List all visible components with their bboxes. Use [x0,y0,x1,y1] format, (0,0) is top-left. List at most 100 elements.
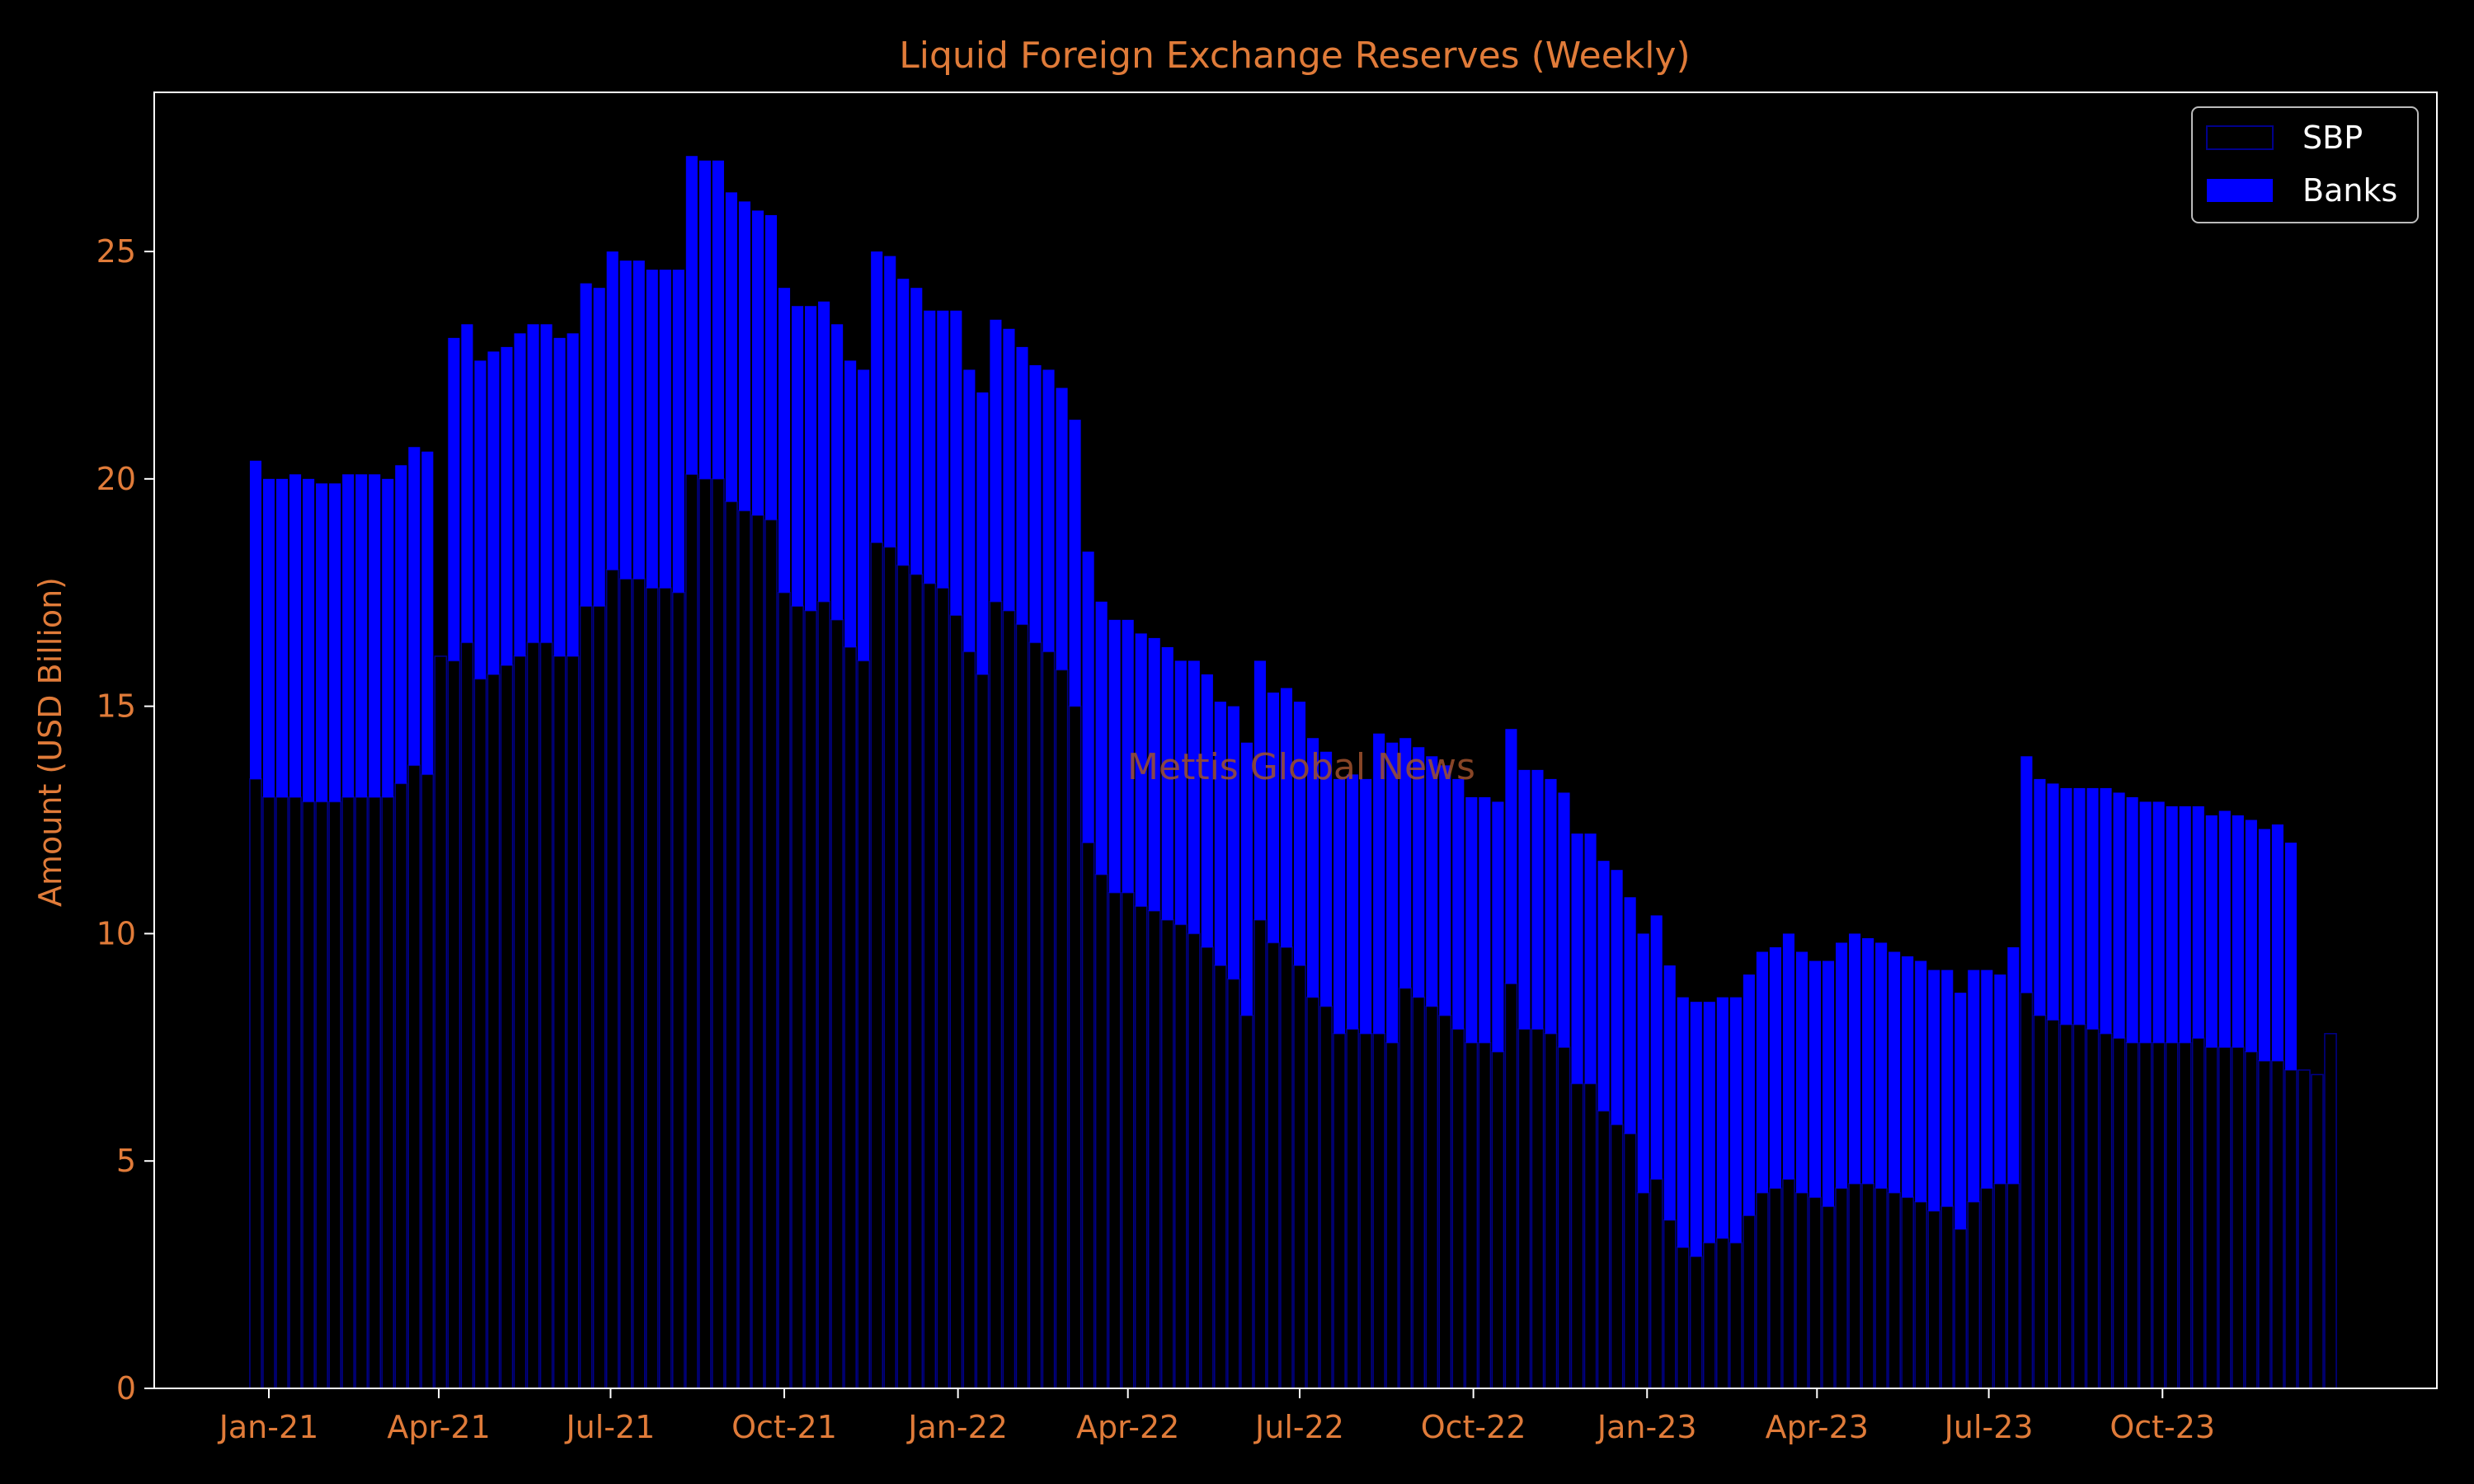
bar-sbp [1570,1082,1584,1389]
bar-banks [316,483,328,802]
bar-banks [355,474,368,797]
bar-banks [2152,801,2165,1043]
bar-sbp [2258,1060,2271,1389]
bar-banks [1333,778,1346,1034]
bar-banks [1426,756,1438,1007]
bar-sbp [2191,1037,2205,1389]
axes-group: 0 5 10 15 20 25 Jan-21 Apr-21 Jul-21 Oct-21 Jan-22… [96,233,2215,1445]
bar-sbp [1636,1192,1650,1389]
bar-sbp [1399,987,1413,1389]
bar-sbp [2059,1023,2073,1389]
bar-sbp [2138,1042,2152,1389]
bar-banks [2192,805,2204,1039]
bar-sbp [1028,641,1042,1389]
bar-banks [1320,751,1333,1007]
bar-sbp [1465,1042,1479,1389]
bar-banks [1056,387,1068,670]
bar-banks [553,337,566,656]
bar-sbp [2152,1042,2166,1389]
bar-banks [1240,742,1253,1016]
y-tick-label: 0 [116,1370,136,1407]
bar-sbp [1583,1082,1597,1389]
bar-sbp [1756,1192,1769,1389]
bar-banks [1069,420,1081,707]
bar-sbp [1703,1242,1716,1389]
bar-sbp [712,478,725,1389]
bar-sbp [2006,1183,2020,1389]
bar-banks [1042,369,1055,652]
bar-banks [1782,933,1795,1180]
x-tick-label: Apr-21 [387,1409,490,1445]
bar-banks [303,478,315,802]
bar-sbp [513,655,527,1389]
bar-sbp [1623,1133,1637,1389]
bar-banks [990,319,1002,602]
bar-banks [1716,997,1729,1238]
bar-sbp [2072,1023,2086,1389]
bar-sbp [910,573,924,1389]
bar-sbp [1993,1183,2007,1389]
bar-banks [2020,756,2033,993]
bar-sbp [618,578,633,1389]
bar-sbp [2178,1042,2192,1389]
bar-sbp [1980,1187,1994,1389]
bar-banks [685,156,698,475]
bar-banks [487,351,500,675]
bar-banks [2126,796,2138,1043]
bar-banks [1082,552,1094,843]
bar-banks [2245,819,2257,1052]
bar-sbp [539,641,553,1389]
bar-banks [818,301,830,602]
bar-banks [1399,738,1412,989]
bars-group [249,156,2337,1389]
bar-banks [1280,688,1293,947]
bar-sbp [553,655,567,1389]
bar-sbp [962,650,976,1389]
bar-sbp [658,587,672,1389]
bar-sbp [1967,1201,1981,1389]
bar-banks [1531,769,1544,1030]
bar-banks [712,160,724,479]
bar-sbp [1081,842,1095,1389]
bar-sbp [1174,923,1188,1389]
bar-sbp [778,591,791,1389]
bar-sbp [1782,1178,1795,1389]
bar-sbp [1214,965,1227,1389]
bar-banks [1161,646,1174,920]
bar-banks [1915,960,1927,1202]
bar-sbp [804,610,817,1389]
bar-banks [1822,960,1835,1207]
bar-banks [1954,993,1967,1229]
bar-banks [606,251,618,571]
bar-sbp [394,782,408,1389]
bar-banks [2205,815,2218,1048]
bar-sbp [1716,1237,1729,1389]
chart-title: Liquid Foreign Exchange Reserves (Weekly… [899,35,1690,77]
bar-banks [369,474,381,797]
bar-sbp [1438,1014,1452,1389]
bar-banks [1545,778,1557,1034]
bar-banks [725,192,737,502]
bar-banks [1188,660,1200,934]
bar-banks [1479,796,1491,1043]
y-tick-label: 10 [96,915,136,951]
bar-banks [963,369,976,652]
legend-label-banks: Banks [2302,172,2397,209]
bar-sbp [315,801,328,1389]
bar-sbp [725,500,738,1389]
bar-sbp [2245,1051,2258,1389]
bar-sbp [1504,983,1518,1389]
bar-sbp [1346,1028,1359,1389]
bar-sbp [1121,892,1135,1389]
bar-banks [275,478,289,797]
bar-banks [2258,829,2270,1061]
bar-sbp [579,605,593,1389]
bar-banks [2073,787,2086,1025]
bar-sbp [857,660,870,1389]
bar-sbp [1094,873,1108,1389]
y-tick-label: 15 [96,688,136,725]
bar-banks [1729,997,1742,1243]
bar-sbp [2020,992,2034,1389]
bar-sbp [1663,1219,1677,1389]
bar-sbp [381,796,395,1389]
